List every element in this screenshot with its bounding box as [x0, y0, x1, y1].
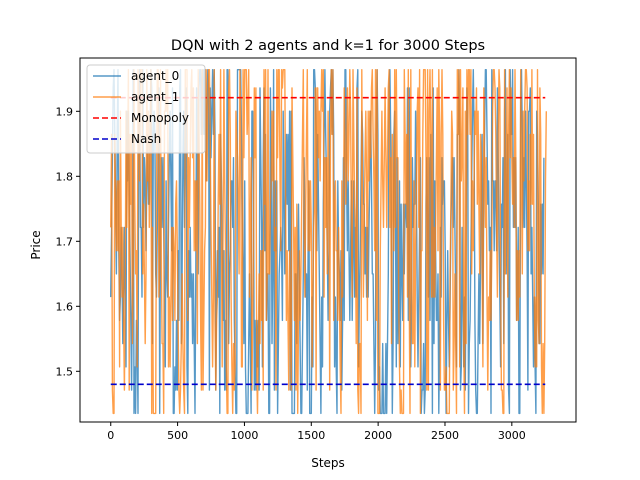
y-tick-label: 1.5 — [56, 365, 74, 378]
x-tick-label: 1500 — [297, 429, 325, 442]
x-tick-label: 3000 — [498, 429, 526, 442]
x-axis-label: Steps — [311, 456, 345, 470]
x-tick-label: 500 — [167, 429, 188, 442]
legend: agent_0 agent_1 Monopoly Nash — [86, 64, 206, 154]
y-tick-label: 1.7 — [56, 235, 74, 248]
plot-frame — [79, 57, 577, 423]
chart-title: DQN with 2 agents and k=1 for 3000 Steps — [171, 38, 485, 54]
x-tick-label: 2500 — [431, 429, 459, 442]
legend-label-monopoly: Monopoly — [131, 111, 189, 125]
y-tick-label: 1.6 — [56, 300, 74, 313]
y-axis-label: Price — [29, 230, 43, 259]
axes: 0 500 1000 1500 2000 2500 3000 1.5 1.6 1.7 1.8 1.9 — [56, 57, 577, 442]
series-line-agent_1 — [110, 69, 547, 415]
x-tick-label: 1000 — [230, 429, 258, 442]
legend-label-nash: Nash — [131, 132, 161, 146]
legend-label-agent_1: agent_1 — [131, 90, 179, 104]
x-tick-label: 0 — [107, 429, 114, 442]
y-tick-label: 1.8 — [56, 170, 74, 183]
legend-label-agent_0: agent_0 — [131, 69, 179, 83]
legend-box — [86, 64, 206, 154]
x-tick-label: 2000 — [364, 429, 392, 442]
y-tick-label: 1.9 — [56, 105, 74, 118]
